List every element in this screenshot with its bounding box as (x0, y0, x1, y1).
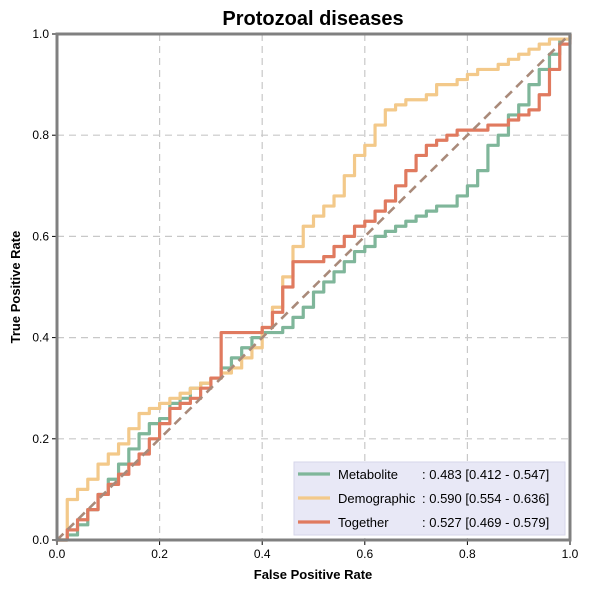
x-tick-label-2: 0.4 (254, 547, 271, 561)
axis-ticks: 0.0 0.2 0.4 0.6 0.8 1.0 0.0 0.2 0.4 0.6 0.8 1.0 (32, 27, 578, 561)
x-tick-label-4: 0.8 (459, 547, 476, 561)
y-axis-label: True Positive Rate (8, 231, 23, 344)
x-tick-label-1: 0.2 (151, 547, 168, 561)
legend: Metabolite : 0.483 [0.412 - 0.547] Demogra… (293, 461, 566, 536)
y-tick-label-0: 0.0 (32, 533, 49, 547)
chart-title: Protozoal diseases (222, 8, 403, 30)
legend-auc-metabolite: : 0.483 [0.412 - 0.547] (422, 467, 549, 482)
y-tick-label-5: 1.0 (32, 27, 49, 41)
legend-auc-demographic: : 0.590 [0.554 - 0.636] (422, 491, 549, 506)
diagonal-reference (56, 33, 571, 541)
roc-curve-together (57, 34, 572, 542)
legend-label-demographic: Demographic (338, 491, 416, 506)
chance-diagonal-line (56, 33, 571, 541)
x-axis-label: False Positive Rate (254, 567, 373, 582)
x-tick-label-0: 0.0 (49, 547, 66, 561)
grid (57, 34, 570, 540)
x-tick-label-3: 0.6 (356, 547, 373, 561)
x-tick-label-5: 1.0 (562, 547, 579, 561)
legend-label-together: Together (338, 515, 389, 530)
plot-frame (55, 32, 572, 542)
y-tick-label-3: 0.6 (32, 229, 49, 243)
legend-label-metabolite: Metabolite (338, 467, 398, 482)
y-tick-label-2: 0.4 (32, 331, 49, 345)
legend-auc-together: : 0.527 [0.469 - 0.579] (422, 515, 549, 530)
roc-curves (57, 34, 572, 542)
legend-box (293, 461, 566, 536)
y-tick-label-4: 0.8 (32, 128, 49, 142)
roc-curve-metabolite (57, 34, 572, 542)
y-tick-label-1: 0.2 (32, 432, 49, 446)
roc-curve-demographic (57, 34, 572, 542)
